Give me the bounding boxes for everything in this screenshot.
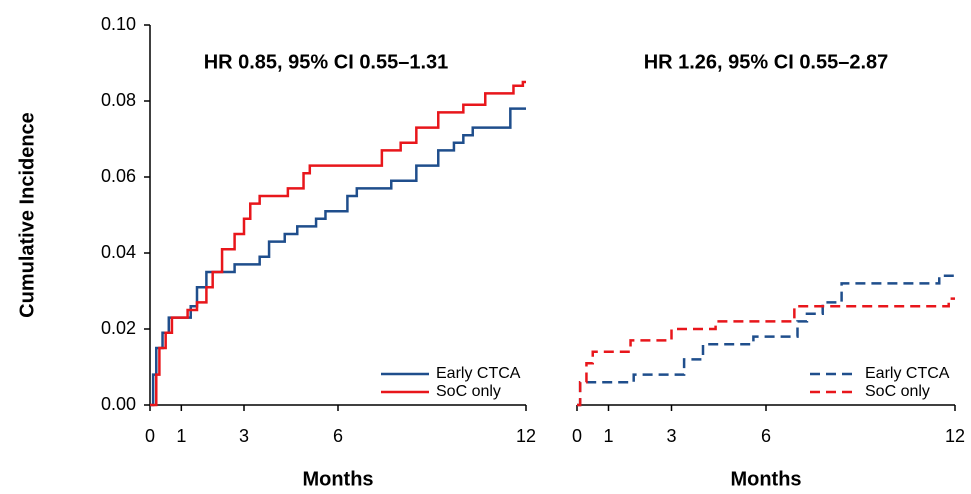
x-tick-label: 3	[666, 426, 676, 446]
x-axis-title: Months	[302, 468, 373, 490]
x-tick-label: 1	[176, 426, 186, 446]
x-tick-label: 3	[239, 426, 249, 446]
legend-label: Early CTCA	[865, 365, 950, 382]
legend-label: SoC only	[436, 383, 501, 400]
y-tick-label: 0.04	[101, 242, 136, 262]
x-tick-label: 12	[516, 426, 536, 446]
series-line	[150, 80, 526, 407]
x-axis-title: Months	[730, 468, 801, 490]
x-tick-label: 6	[333, 426, 343, 446]
x-tick-label: 6	[761, 426, 771, 446]
series-line	[150, 107, 526, 407]
y-tick-label: 0.00	[101, 394, 136, 414]
x-tick-label: 0	[572, 426, 582, 446]
y-axis-title: Cumulative Incidence	[16, 112, 38, 318]
x-tick-label: 12	[945, 426, 965, 446]
legend-label: Early CTCA	[436, 365, 521, 382]
x-tick-label: 1	[603, 426, 613, 446]
annotation: HR 1.26, 95% CI 0.55–2.87	[644, 51, 889, 73]
y-tick-label: 0.08	[101, 90, 136, 110]
y-tick-label: 0.02	[101, 318, 136, 338]
y-tick-label: 0.10	[101, 14, 136, 34]
legend-label: SoC only	[865, 383, 930, 400]
y-tick-label: 0.06	[101, 166, 136, 186]
series-line	[577, 297, 955, 407]
annotation: HR 0.85, 95% CI 0.55–1.31	[204, 51, 449, 73]
series-line	[577, 274, 955, 407]
x-tick-label: 0	[145, 426, 155, 446]
